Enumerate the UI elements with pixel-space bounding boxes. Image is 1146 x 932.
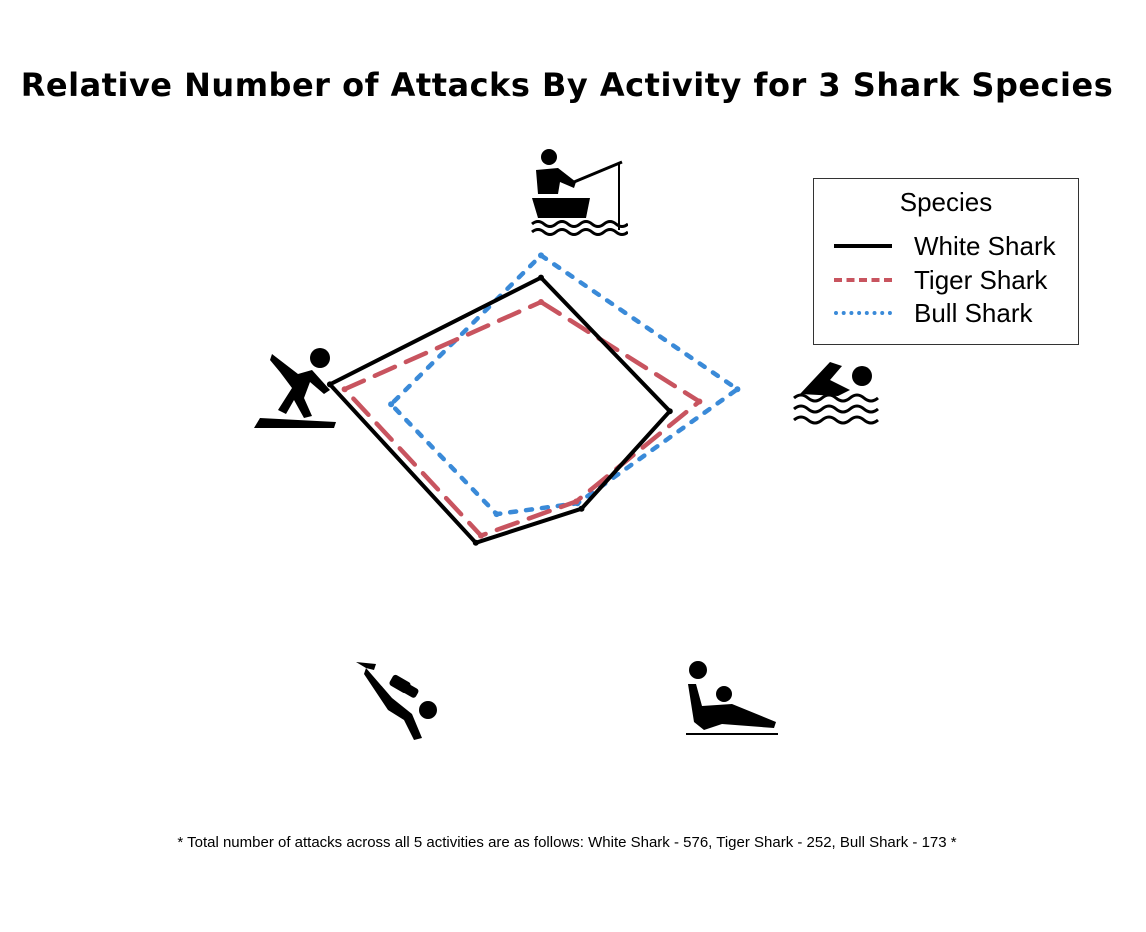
data-point-bull-shark-swimming xyxy=(734,386,741,393)
footnote: * Total number of attacks across all 5 a… xyxy=(177,834,957,851)
series-line-bull-shark xyxy=(388,253,740,517)
legend-swatch-bull-shark xyxy=(834,311,892,315)
series-line-white-shark xyxy=(327,275,672,545)
data-point-white-shark-wading xyxy=(578,505,585,512)
data-point-bull-shark-scuba-diving xyxy=(493,511,500,518)
surfing-icon xyxy=(254,348,336,428)
data-point-tiger-shark-fishing xyxy=(538,299,544,305)
legend-label: Tiger Shark xyxy=(914,264,1048,295)
legend: Species White Shark Tiger Shark Bull Sha… xyxy=(813,178,1079,345)
legend-title: Species xyxy=(899,187,993,217)
scuba-diving-icon xyxy=(356,662,437,740)
data-point-white-shark-swimming xyxy=(666,408,673,415)
data-point-tiger-shark-surfing xyxy=(341,386,348,393)
data-point-bull-shark-fishing xyxy=(538,252,544,259)
legend-swatch-white-shark xyxy=(834,244,892,248)
swimming-icon xyxy=(793,362,879,425)
legend-label: Bull Shark xyxy=(914,297,1033,328)
data-point-white-shark-surfing xyxy=(326,381,333,388)
data-point-tiger-shark-wading xyxy=(573,498,580,505)
data-point-white-shark-fishing xyxy=(538,274,544,281)
legend-label: White Shark xyxy=(914,230,1056,261)
fishing-icon xyxy=(531,149,628,236)
legend-swatch-tiger-shark xyxy=(834,278,892,282)
series-line-tiger-shark xyxy=(342,299,702,538)
data-point-bull-shark-surfing xyxy=(388,401,395,408)
data-point-tiger-shark-scuba-diving xyxy=(478,532,484,539)
legend-item-tiger-shark: Tiger Shark xyxy=(834,265,1047,295)
legend-item-bull-shark: Bull Shark xyxy=(834,298,1033,328)
wading-icon xyxy=(686,661,778,735)
chart-title: Relative Number of Attacks By Activity f… xyxy=(20,66,1114,104)
series-layer xyxy=(326,252,741,546)
data-point-tiger-shark-swimming xyxy=(696,398,703,405)
legend-item-white-shark: White Shark xyxy=(834,231,1056,261)
data-point-white-shark-scuba-diving xyxy=(472,539,479,546)
